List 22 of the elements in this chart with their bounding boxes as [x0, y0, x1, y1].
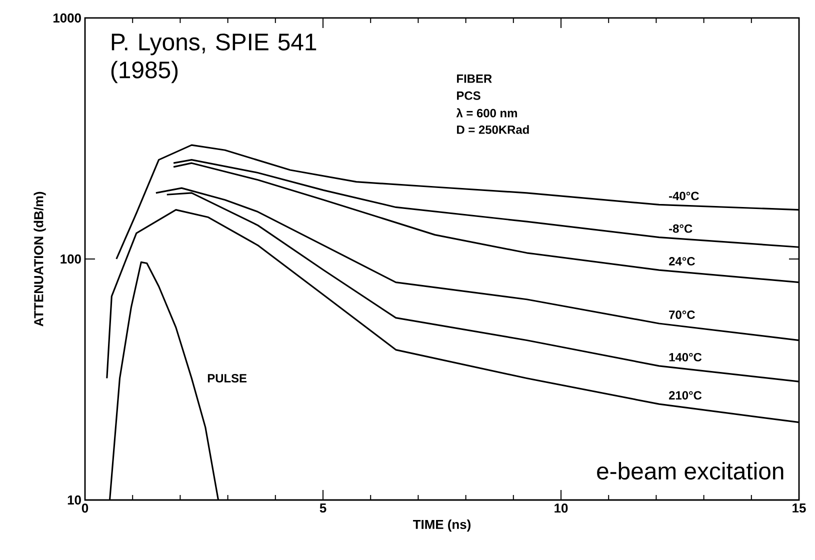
annotation: e-beam excitation	[597, 462, 784, 480]
series-label: 70°C	[669, 310, 695, 319]
y-axis-title: ATTENUATION (dB/m)	[34, 192, 46, 326]
series-label: 140°C	[669, 352, 702, 362]
annotation: FIBER	[457, 74, 492, 83]
annotation: P. Lyons, SPIE 541 (1985)	[111, 34, 316, 84]
series-label: 24°C	[669, 257, 695, 266]
x-axis-title: TIME (ns)	[413, 520, 470, 532]
annotation: λ = 600 nm	[456, 108, 517, 118]
series-label: -8°C	[669, 224, 692, 233]
y-tick-label: 1000	[53, 13, 81, 23]
annotation: D = 250KRad	[457, 125, 529, 134]
series-label: PULSE	[208, 374, 247, 382]
x-tick-label: 0	[82, 504, 88, 513]
annotation: PCS	[457, 91, 480, 100]
y-tick-label: 100	[60, 254, 81, 264]
x-tick-label: 5	[320, 504, 326, 513]
x-tick-label: 15	[792, 504, 806, 513]
series-label: 210°C	[669, 391, 702, 400]
x-tick-label: 10	[554, 504, 568, 513]
y-tick-label: 10	[68, 495, 81, 505]
series-label: -40°C	[669, 192, 699, 200]
